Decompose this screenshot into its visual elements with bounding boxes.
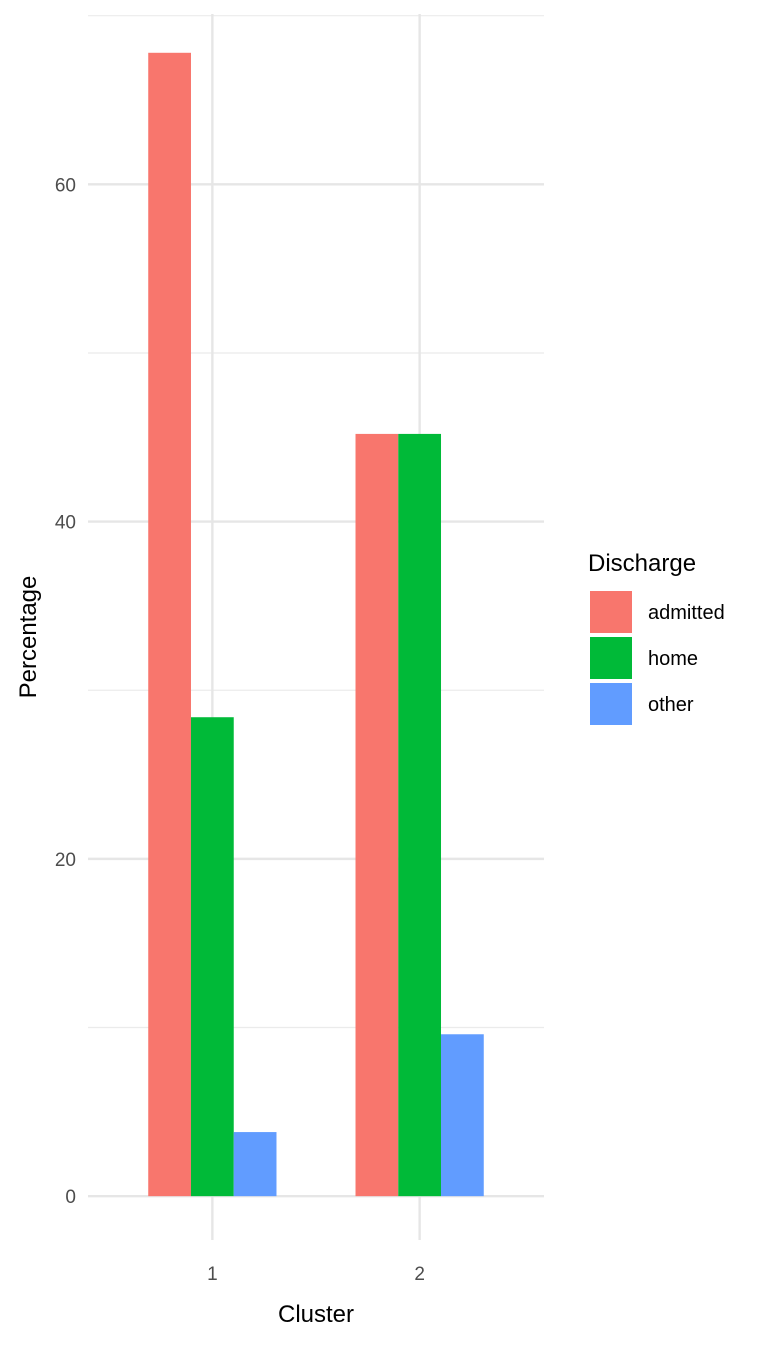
y-axis-title: Percentage <box>15 576 42 699</box>
axes: Percentage Cluster 0 20 40 60 1 2 <box>15 175 425 1328</box>
y-tick-label: 40 <box>55 513 76 534</box>
y-tick-label: 0 <box>65 1187 76 1208</box>
bar-other-cluster-1 <box>233 1132 277 1197</box>
bar-home-cluster-2 <box>398 433 442 1197</box>
bar-admitted-cluster-1 <box>148 52 191 1197</box>
legend-key-other <box>590 683 632 725</box>
legend-key-admitted <box>590 591 632 633</box>
bars <box>148 52 484 1197</box>
x-axis-title: Cluster <box>278 1301 354 1328</box>
legend-label-admitted: admitted <box>648 602 725 624</box>
legend-title: Discharge <box>588 550 696 577</box>
legend: Discharge admitted home other <box>588 550 725 725</box>
x-tick-label: 2 <box>414 1264 425 1285</box>
y-tick-label: 60 <box>55 175 76 196</box>
legend-label-home: home <box>648 648 698 670</box>
bar-other-cluster-2 <box>441 1034 484 1197</box>
bar-home-cluster-1 <box>190 717 234 1197</box>
bar-admitted-cluster-2 <box>355 433 399 1197</box>
legend-label-other: other <box>648 694 694 716</box>
legend-key-home <box>590 637 632 679</box>
x-tick-label: 1 <box>207 1264 218 1285</box>
y-tick-label: 20 <box>55 850 76 871</box>
